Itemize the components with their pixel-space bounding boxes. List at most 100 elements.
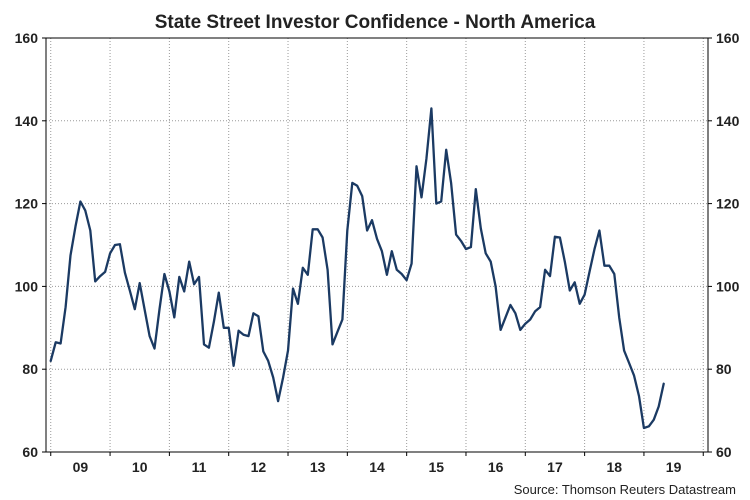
data-point bbox=[401, 273, 403, 275]
data-point bbox=[593, 248, 595, 250]
data-point bbox=[302, 267, 304, 269]
data-point bbox=[574, 281, 576, 283]
y-tick-label-right: 100 bbox=[716, 278, 740, 294]
y-tick-label-right: 60 bbox=[716, 444, 732, 460]
data-point bbox=[208, 347, 210, 349]
y-tick-label-left: 100 bbox=[15, 278, 39, 294]
data-point bbox=[460, 240, 462, 242]
data-point bbox=[583, 294, 585, 296]
y-tick-label-left: 60 bbox=[22, 444, 38, 460]
data-point bbox=[277, 400, 279, 402]
data-point bbox=[396, 269, 398, 271]
chart-title: State Street Investor Confidence - North… bbox=[155, 12, 596, 33]
data-point bbox=[579, 303, 581, 305]
data-point bbox=[321, 236, 323, 238]
data-point bbox=[158, 308, 160, 310]
data-point bbox=[193, 283, 195, 285]
y-tick-label-left: 80 bbox=[22, 361, 38, 377]
data-point bbox=[465, 248, 467, 250]
data-point bbox=[381, 250, 383, 252]
data-point bbox=[509, 304, 511, 306]
data-point bbox=[153, 347, 155, 349]
y-tick-label-left: 160 bbox=[15, 30, 39, 46]
data-point bbox=[529, 318, 531, 320]
y-tick-label-left: 120 bbox=[15, 196, 39, 212]
data-point bbox=[74, 225, 76, 227]
data-point bbox=[603, 265, 605, 267]
data-point bbox=[218, 291, 220, 293]
data-point bbox=[312, 228, 314, 230]
x-tick-label: 11 bbox=[192, 459, 207, 475]
data-point bbox=[50, 360, 52, 362]
data-point bbox=[490, 260, 492, 262]
data-point bbox=[494, 285, 496, 287]
data-point bbox=[99, 275, 101, 277]
data-point bbox=[163, 273, 165, 275]
data-point bbox=[653, 419, 655, 421]
data-point bbox=[183, 290, 185, 292]
data-point bbox=[658, 405, 660, 407]
data-point bbox=[524, 323, 526, 325]
data-point bbox=[440, 200, 442, 202]
data-point bbox=[415, 165, 417, 167]
data-point bbox=[376, 238, 378, 240]
data-point bbox=[514, 312, 516, 314]
data-point bbox=[247, 335, 249, 337]
data-point bbox=[124, 272, 126, 274]
data-point bbox=[623, 349, 625, 351]
data-point bbox=[272, 376, 274, 378]
data-point bbox=[391, 250, 393, 252]
y-tick-label-right: 80 bbox=[716, 361, 732, 377]
data-point bbox=[203, 343, 205, 345]
data-point bbox=[435, 202, 437, 204]
data-point bbox=[554, 236, 556, 238]
data-point bbox=[173, 316, 175, 318]
data-point bbox=[361, 195, 363, 197]
series-layer bbox=[49, 107, 665, 430]
data-point bbox=[267, 360, 269, 362]
data-point bbox=[455, 233, 457, 235]
data-point bbox=[569, 289, 571, 291]
data-point bbox=[94, 280, 96, 282]
data-point bbox=[475, 188, 477, 190]
data-point bbox=[371, 219, 373, 221]
data-point bbox=[588, 271, 590, 273]
data-point bbox=[64, 306, 66, 308]
data-point bbox=[336, 331, 338, 333]
data-point bbox=[178, 276, 180, 278]
y-tick-label-right: 120 bbox=[716, 196, 740, 212]
data-point bbox=[618, 316, 620, 318]
data-point bbox=[317, 228, 319, 230]
data-point bbox=[297, 303, 299, 305]
x-tick-label: 10 bbox=[132, 459, 148, 475]
data-point bbox=[410, 262, 412, 264]
x-tick-label: 09 bbox=[73, 459, 89, 475]
data-point bbox=[55, 341, 57, 343]
right-axis: 60 80 100 120 140 160 bbox=[708, 30, 740, 460]
y-tick-label-right: 160 bbox=[716, 30, 740, 46]
data-point bbox=[119, 243, 121, 245]
data-point bbox=[188, 260, 190, 262]
data-point bbox=[638, 395, 640, 397]
data-point bbox=[648, 425, 650, 427]
data-point bbox=[613, 273, 615, 275]
data-point bbox=[504, 316, 506, 318]
data-point bbox=[307, 274, 309, 276]
data-point bbox=[549, 275, 551, 277]
y-tick-label-right: 140 bbox=[716, 113, 740, 129]
data-point bbox=[519, 329, 521, 331]
data-point bbox=[213, 320, 215, 322]
data-point bbox=[628, 362, 630, 364]
data-point bbox=[232, 365, 234, 367]
data-point bbox=[430, 107, 432, 109]
x-tick-label: 13 bbox=[310, 459, 326, 475]
data-point bbox=[598, 229, 600, 231]
data-point bbox=[59, 342, 61, 344]
x-axis: 09 10 11 12 13 14 15 16 17 18 19 bbox=[50, 452, 704, 475]
data-point bbox=[544, 269, 546, 271]
data-point bbox=[405, 279, 407, 281]
data-point bbox=[445, 149, 447, 151]
data-point bbox=[237, 330, 239, 332]
